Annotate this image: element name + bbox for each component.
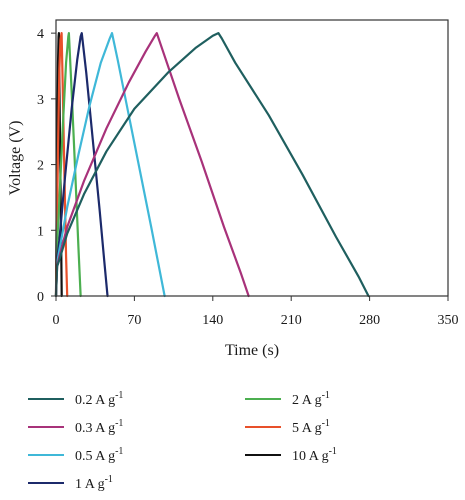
- legend-label-0-2: 0.2 A g-1: [75, 390, 123, 408]
- plot-frame: [55, 19, 449, 297]
- x-tick-label: 140: [202, 313, 223, 328]
- x-tick-label: 280: [359, 313, 380, 328]
- x-tick-label: 210: [281, 313, 302, 328]
- legend: 0.2 A g-1 0.3 A g-1 0.5 A g-1 1 A g-1 2 A g-…: [28, 390, 337, 492]
- legend-label-5: 5 A g-1: [292, 418, 330, 436]
- x-axis: 0 70 140 210 280 350: [53, 296, 459, 328]
- series-line-0-3: [54, 32, 250, 298]
- y-tick-label: 1: [37, 224, 44, 239]
- series-line-0-5: [54, 32, 166, 298]
- legend-label-0-5: 0.5 A g-1: [75, 446, 123, 464]
- y-tick-label: 0: [37, 290, 44, 305]
- y-axis: 0 1 2 3 4: [37, 27, 56, 305]
- legend-label-10: 10 A g-1: [292, 446, 337, 464]
- x-tick-label: 0: [53, 313, 60, 328]
- legend-label-2: 2 A g-1: [292, 390, 330, 408]
- y-tick-label: 2: [37, 159, 44, 174]
- legend-label-1: 1 A g-1: [75, 474, 113, 492]
- x-tick-label: 350: [438, 313, 459, 328]
- y-tick-label: 3: [37, 93, 44, 108]
- series-line-0-2: [54, 32, 370, 298]
- y-tick-label: 4: [37, 27, 44, 42]
- y-axis-title: Voltage (V): [7, 121, 24, 196]
- series-line-1: [54, 32, 109, 298]
- x-tick-label: 70: [127, 313, 141, 328]
- x-axis-title: Time (s): [225, 342, 279, 359]
- plot-curves: [54, 32, 370, 298]
- legend-label-0-3: 0.3 A g-1: [75, 418, 123, 436]
- series-line-2: [54, 32, 82, 298]
